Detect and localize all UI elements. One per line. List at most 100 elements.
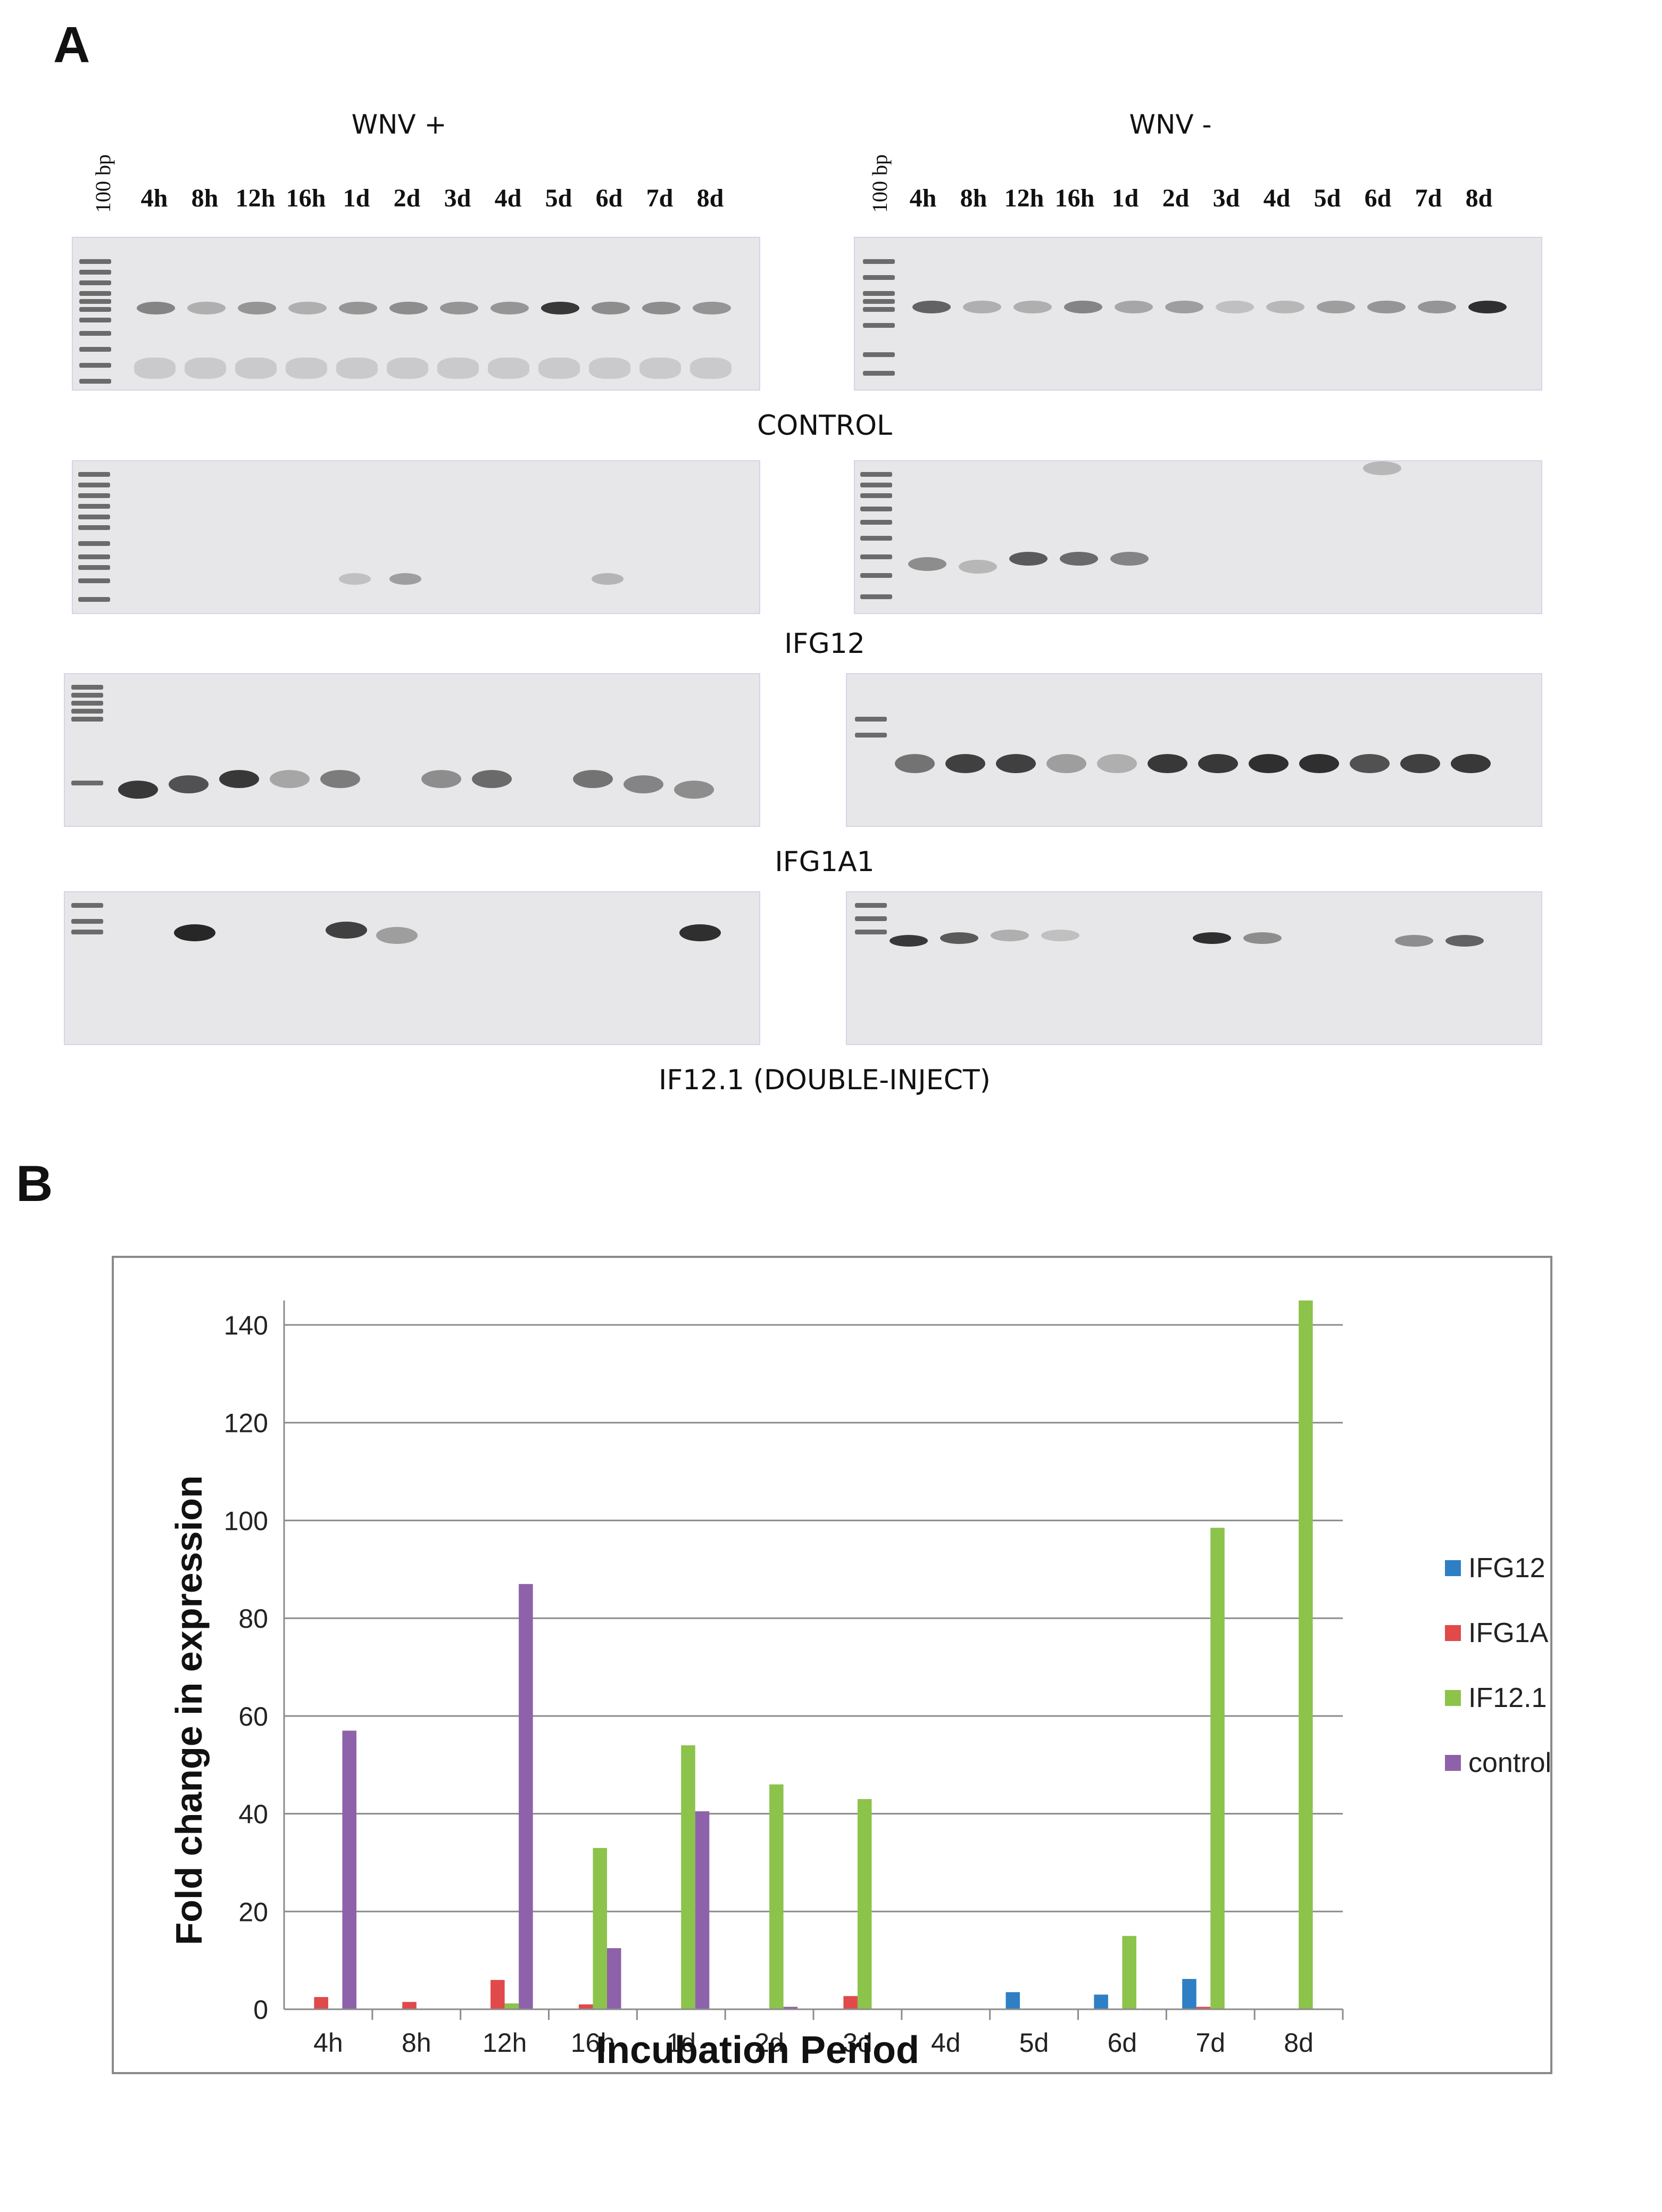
ifg1a1-band: [1046, 754, 1086, 773]
if12-1-band: [890, 935, 928, 947]
control-band: [137, 302, 175, 314]
legend-label: control: [1468, 1747, 1550, 1778]
bar-if12-1-2d: [769, 1784, 784, 2009]
control-band: [440, 302, 478, 314]
bar-ifg12-6d: [1094, 1994, 1108, 2009]
gel-ifg1a1-wnv-negative: [846, 673, 1542, 827]
control-band: [1468, 301, 1507, 313]
ifg12-band: [908, 557, 946, 571]
control-band: [1216, 301, 1254, 313]
bars: [314, 1300, 1313, 2009]
ifg12-band: [1363, 461, 1401, 475]
legend-swatch: [1445, 1560, 1461, 1576]
bar-chart: 0 20 40 60 80 100 120 140 4h 8h 12h 16h 1d 2d 3d 4d 5d 6…: [168, 1300, 1564, 2072]
y-tick-label: 60: [238, 1702, 268, 1732]
legend-label: IF12.1: [1468, 1683, 1547, 1713]
ifg1a1-band: [320, 770, 360, 788]
ifg1a1-band: [674, 781, 714, 799]
control-band: [339, 302, 377, 314]
ifg12-band: [592, 573, 624, 585]
dna-ladder: [860, 461, 892, 613]
wnv-negative-lane-label: 5d: [1314, 184, 1341, 212]
bar-ifg1a1-4h: [314, 1997, 328, 2009]
ifg12-band: [1009, 552, 1048, 566]
control-band: [389, 302, 428, 314]
x-tick-label: 16h: [571, 2028, 615, 2058]
ifg1a1-band: [1198, 754, 1238, 773]
y-tick-label: 120: [224, 1409, 268, 1438]
gel-caption-ifg1a1: IFG1A1: [775, 846, 875, 878]
bar-if12-1-6d: [1122, 1936, 1136, 2009]
ifg1a1-band: [219, 770, 259, 788]
ifg1a1-band: [1148, 754, 1187, 773]
x-tick-label: 8d: [1284, 2028, 1314, 2058]
ifg1a1-band: [421, 770, 461, 788]
bar-if12-1-8d: [1299, 1300, 1313, 2009]
y-tick-label: 100: [224, 1506, 268, 1536]
control-band: [1367, 301, 1406, 313]
y-tick-label: 20: [238, 1897, 268, 1927]
y-axis-label: Fold change in expression: [168, 1476, 210, 1945]
ifg1a1-band: [472, 770, 512, 788]
control-band: [1317, 301, 1355, 313]
panel-a-label: A: [53, 16, 90, 73]
gel-control-wnv-negative: [854, 237, 1542, 391]
bar-if12-1-7d: [1210, 1528, 1225, 2009]
bar-if12-1-1d: [681, 1745, 695, 2009]
dna-ladder: [71, 892, 103, 1044]
legend-swatch: [1445, 1755, 1461, 1771]
wnv-positive-lane-label: 2d: [393, 184, 421, 212]
legend-swatch: [1445, 1625, 1461, 1641]
wnv-negative-lane-label: 2d: [1162, 184, 1190, 212]
ifg12-band: [1060, 552, 1098, 566]
dna-ladder: [79, 238, 111, 390]
bar-ifg1a1-3d: [843, 1996, 858, 2009]
wnv-negative-lane-label: 8h: [960, 184, 987, 212]
gel-caption-ifg12: IFG12: [784, 628, 865, 660]
ladder-label-right: 100 bp: [868, 154, 892, 213]
control-band: [693, 302, 731, 314]
if12-1-band: [1243, 932, 1282, 944]
if12-1-band: [174, 924, 215, 941]
ifg1a1-band: [573, 770, 613, 788]
wnv-negative-lane-label: 3d: [1212, 184, 1240, 212]
control-band: [1013, 301, 1052, 313]
wnv-positive-lane-label: 12h: [235, 184, 276, 212]
gel-caption-if12-1: IF12.1 (DOUBLE-INJECT): [659, 1064, 991, 1096]
if12-1-band: [1041, 930, 1079, 941]
y-tick-label: 140: [224, 1311, 268, 1340]
gel-if12-1-wnv-positive: [64, 891, 760, 1045]
gel-control-wnv-positive: [72, 237, 760, 391]
control-band: [1418, 301, 1456, 313]
control-band: [491, 302, 529, 314]
control-band: [541, 302, 579, 314]
control-band: [1165, 301, 1203, 313]
ifg1a1-band: [996, 754, 1036, 773]
x-tick-label: 8h: [402, 2028, 431, 2058]
if12-1-band: [940, 932, 978, 944]
bar-control-4h: [342, 1730, 356, 2009]
wnv-positive-lane-label: 16h: [286, 184, 326, 212]
if12-1-band: [679, 924, 721, 941]
wnv-negative-title: WNV -: [1129, 109, 1212, 140]
wnv-positive-lane-label: 7d: [646, 184, 674, 212]
y-tick-label: 40: [238, 1800, 268, 1829]
ifg12-band: [339, 573, 371, 585]
wnv-positive-lane-label: 6d: [595, 184, 623, 212]
bar-ifg12-7d: [1182, 1979, 1196, 2009]
y-tick-label: 0: [253, 1995, 268, 2025]
bar-control-1d: [695, 1811, 710, 2009]
ifg1a1-band: [1249, 754, 1289, 773]
wnv-positive-lane-label: 5d: [545, 184, 572, 212]
wnv-negative-lane-label: 8d: [1465, 184, 1493, 212]
control-band: [1115, 301, 1153, 313]
wnv-negative-lane-label: 6d: [1364, 184, 1392, 212]
x-tick-label: 3d: [843, 2028, 872, 2058]
wnv-negative-lane-label: 4d: [1263, 184, 1291, 212]
bar-control-2d: [783, 2007, 798, 2009]
x-tick-label: 6d: [1108, 2028, 1137, 2058]
if12-1-band: [376, 927, 418, 944]
x-axis-label: Incubation Period: [596, 2029, 919, 2072]
gel-ifg12-wnv-positive: [72, 460, 760, 614]
ifg12-band: [1110, 552, 1149, 566]
